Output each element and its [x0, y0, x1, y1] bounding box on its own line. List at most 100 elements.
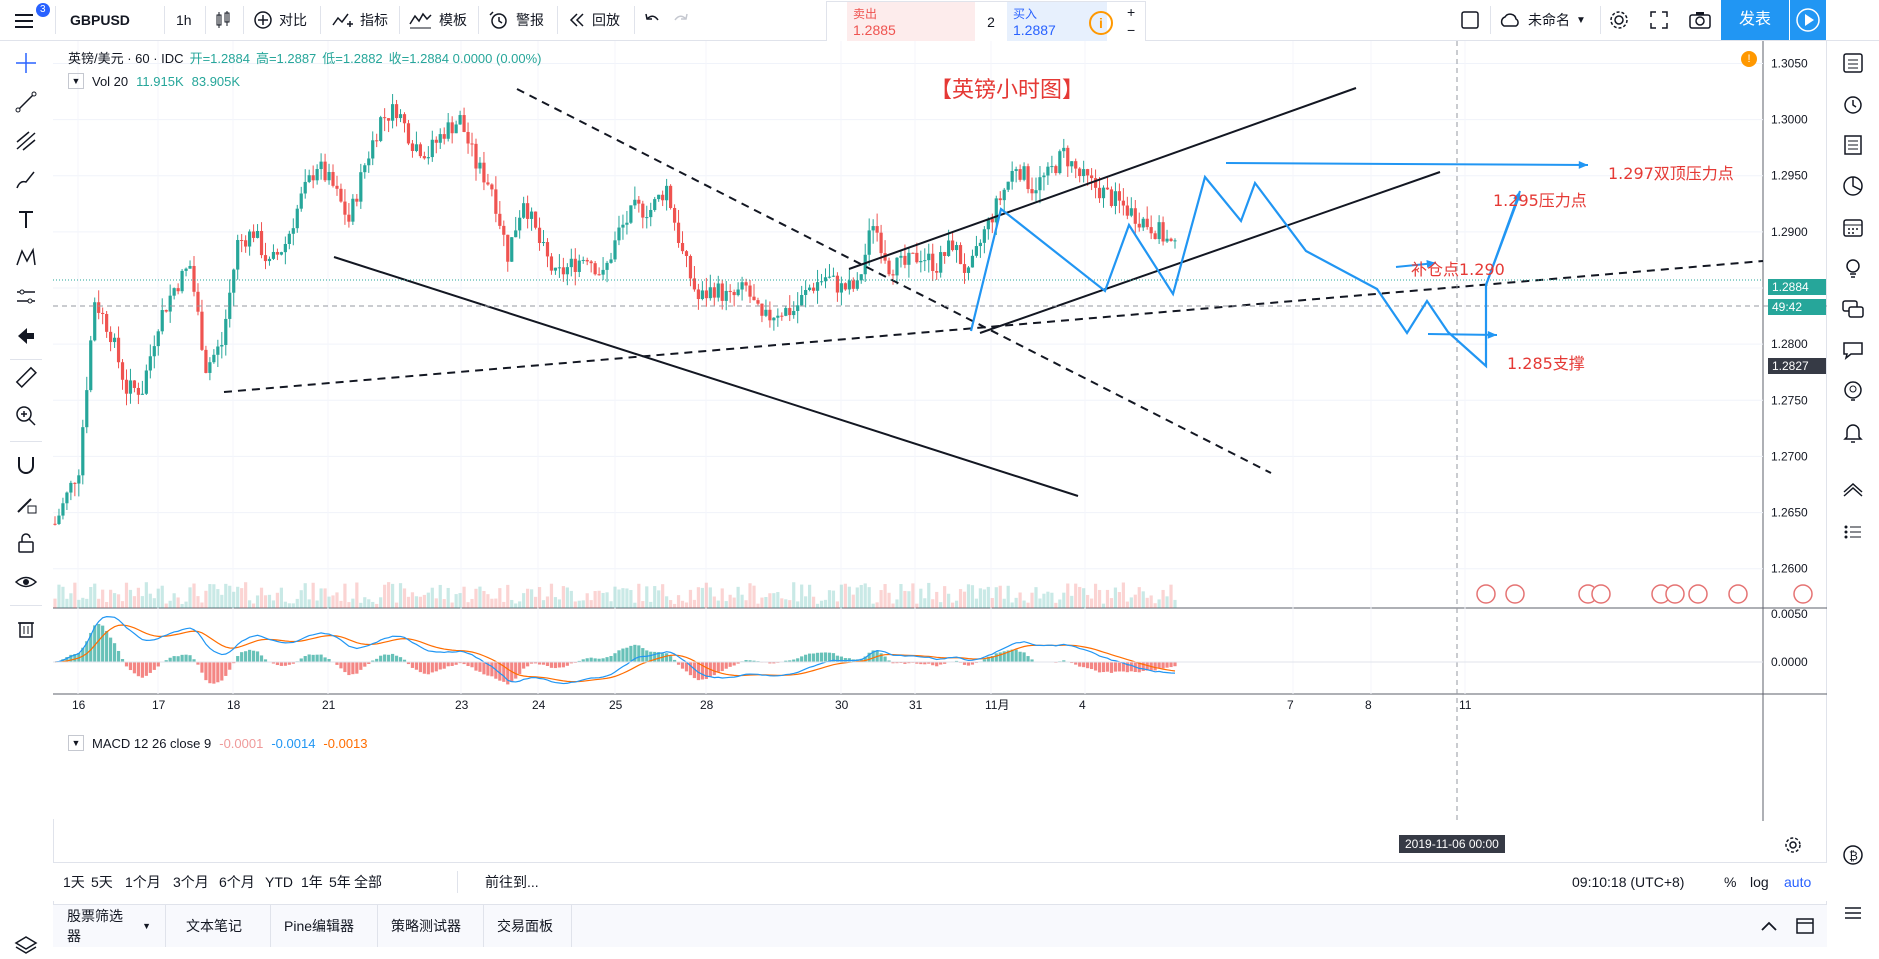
layout-name-button[interactable]: 未命名 ▼: [1498, 0, 1586, 40]
percent-scale-toggle[interactable]: %: [1724, 863, 1736, 901]
ideas-button[interactable]: [1839, 254, 1867, 282]
info-icon[interactable]: i: [1089, 11, 1113, 35]
annotation-resistance[interactable]: 1.295压力点: [1493, 187, 1587, 211]
depth-button[interactable]: [1839, 517, 1867, 545]
range-1[interactable]: 5天: [91, 863, 113, 901]
annotation-support[interactable]: 1.285支撑: [1507, 350, 1585, 374]
candle-body: [510, 237, 513, 262]
log-scale-toggle[interactable]: log: [1750, 863, 1769, 901]
buy-label: 买入: [1013, 5, 1037, 22]
play-button[interactable]: [1790, 0, 1826, 40]
indicators-button[interactable]: 指标: [332, 0, 388, 40]
ruler-tool[interactable]: [12, 363, 40, 391]
interval-button[interactable]: 1h: [176, 0, 192, 40]
chart-type-button[interactable]: [214, 0, 232, 40]
back-tool[interactable]: [12, 322, 40, 350]
menu-list-button[interactable]: [1839, 899, 1867, 927]
chart-title-annotation[interactable]: 【英镑小时图】: [930, 72, 1084, 104]
volume-bar: [1082, 588, 1085, 608]
range-8[interactable]: 全部: [354, 863, 382, 901]
range-5[interactable]: YTD: [265, 863, 293, 901]
auto-scale-toggle[interactable]: auto: [1784, 863, 1811, 901]
idea-stream-button[interactable]: [1839, 377, 1867, 405]
range-4[interactable]: 6个月: [219, 863, 255, 901]
volume-bar: [494, 599, 497, 608]
symbol-title[interactable]: 英镑/美元 · 60 · IDC: [68, 48, 184, 67]
fullscreen-button[interactable]: [1649, 0, 1669, 40]
compare-button[interactable]: 对比: [253, 0, 307, 40]
chats-button[interactable]: [1839, 336, 1867, 364]
watchlist-button[interactable]: [1839, 49, 1867, 77]
layout-toggle[interactable]: [1460, 0, 1480, 40]
volume-bar: [1022, 601, 1025, 608]
range-6[interactable]: 1年: [301, 863, 323, 901]
lock-tool[interactable]: [12, 529, 40, 557]
fib-tool[interactable]: [12, 127, 40, 155]
tab-strategy-tester[interactable]: 策略测试器: [377, 905, 484, 947]
trendline-tool[interactable]: [12, 88, 40, 116]
goto-date-button[interactable]: 前往到...: [485, 863, 539, 901]
hotlist-button[interactable]: [1839, 172, 1867, 200]
remove-drawings-tool[interactable]: [12, 614, 40, 642]
alert-button[interactable]: 警报: [488, 0, 544, 40]
range-3[interactable]: 3个月: [173, 863, 209, 901]
collapse-icon[interactable]: ▼: [68, 735, 84, 751]
volume-bar: [522, 593, 525, 608]
object-tree-button[interactable]: [12, 931, 40, 959]
tab-screener[interactable]: 股票筛选器▼: [53, 905, 166, 947]
range-0[interactable]: 1天: [63, 863, 85, 901]
order-panel-button[interactable]: [1839, 474, 1867, 502]
candle-body: [232, 270, 235, 293]
chevron-up-double-icon: [1841, 476, 1865, 500]
candle-body: [713, 287, 716, 297]
replay-button[interactable]: 回放: [568, 0, 620, 40]
data-window-button[interactable]: [1839, 131, 1867, 159]
qty-plus-button[interactable]: +: [1127, 4, 1135, 20]
volume-bar: [121, 601, 124, 608]
candle-body: [975, 246, 978, 256]
streams-button[interactable]: [1839, 295, 1867, 323]
templates-button[interactable]: 模板: [409, 0, 467, 40]
publish-button[interactable]: 发表: [1721, 0, 1789, 40]
tab-pine-editor[interactable]: Pine编辑器: [270, 905, 378, 947]
redo-button[interactable]: [672, 0, 690, 40]
sell-button[interactable]: 卖出 1.2885: [847, 2, 975, 42]
crosshair-tool[interactable]: [12, 49, 40, 77]
range-separator: [457, 871, 458, 893]
annotation-add-position[interactable]: 补仓点1.290: [1411, 256, 1505, 280]
undo-button[interactable]: [643, 0, 661, 40]
warning-icon[interactable]: !: [1741, 51, 1757, 67]
notifications-button[interactable]: [1839, 418, 1867, 446]
range-7[interactable]: 5年: [329, 863, 351, 901]
templates-icon: [409, 10, 433, 30]
symbol-search[interactable]: GBPUSD: [70, 0, 130, 40]
stay-drawing-tool[interactable]: [12, 490, 40, 518]
text-tool[interactable]: [12, 205, 40, 233]
qty-minus-button[interactable]: −: [1127, 22, 1135, 38]
brush-tool[interactable]: [12, 166, 40, 194]
settings-button[interactable]: [1608, 0, 1630, 40]
snapshot-button[interactable]: [1688, 0, 1712, 40]
x-tick-label: 24: [532, 698, 546, 712]
visibility-tool[interactable]: [12, 568, 40, 596]
alerts-button[interactable]: [1839, 90, 1867, 118]
help-button[interactable]: ₿: [1839, 841, 1867, 869]
maximize-panel-button[interactable]: [1795, 916, 1815, 939]
chart-settings-icon[interactable]: [1784, 836, 1802, 854]
menu-button[interactable]: 3: [14, 0, 36, 40]
volume-bar: [554, 597, 557, 608]
collapse-icon[interactable]: ▼: [68, 73, 84, 89]
prediction-tool[interactable]: [12, 283, 40, 311]
range-2[interactable]: 1个月: [125, 863, 161, 901]
volume-bar: [169, 601, 172, 608]
collapse-panel-button[interactable]: [1759, 917, 1779, 938]
calendar-button[interactable]: [1839, 213, 1867, 241]
magnet-tool[interactable]: [12, 451, 40, 479]
macd-hist-bar: [967, 662, 970, 666]
zoom-tool[interactable]: [12, 402, 40, 430]
tab-trading-panel[interactable]: 交易面板: [483, 905, 572, 947]
candle-body: [1110, 189, 1113, 206]
pattern-tool[interactable]: [12, 244, 40, 272]
tab-notes[interactable]: 文本笔记: [172, 905, 271, 947]
annotation-double-top[interactable]: 1.297双顶压力点: [1608, 160, 1734, 184]
